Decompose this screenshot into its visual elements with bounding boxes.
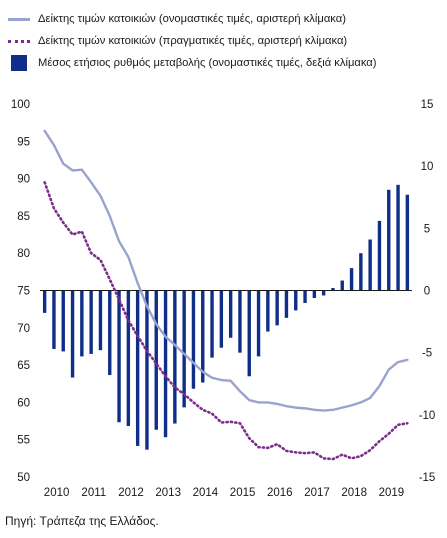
x-axis-year-label: 2015: [230, 487, 256, 499]
annual-change-bar: [108, 290, 112, 376]
annual-change-bar: [80, 290, 84, 357]
annual-change-bar: [238, 290, 242, 353]
annual-change-bar: [405, 194, 410, 291]
x-axis-year-label: 2014: [193, 487, 219, 499]
annual-change-bar: [98, 290, 103, 351]
annual-change-bar: [163, 290, 168, 438]
x-axis-year-label: 2011: [81, 487, 106, 499]
annual-change-bar: [201, 290, 205, 383]
left-axis-tick-label: 90: [17, 174, 30, 186]
left-axis-tick-label: 100: [11, 99, 30, 111]
annual-change-bar: [219, 290, 224, 348]
x-axis-year-label: 2019: [379, 487, 405, 499]
right-axis-tick-label: -10: [419, 410, 436, 422]
left-axis-tick-label: 95: [17, 136, 30, 148]
left-axis-tick-label: 75: [17, 286, 30, 298]
legend-item-nominal-index: Δείκτης τιμών κατοικιών (ονομαστικές τιμ…: [8, 8, 444, 30]
x-axis-year-label: 2012: [118, 487, 144, 499]
legend-label-nominal-index: Δείκτης τιμών κατοικιών (ονομαστικές τιμ…: [38, 13, 346, 25]
annual-change-bar: [126, 290, 131, 427]
nominal-index-line: [43, 129, 409, 412]
annual-change-bar: [275, 290, 279, 326]
legend-label-annual-change: Μέσος ετήσιος ρυθμός μεταβολής (ονομαστι…: [38, 57, 377, 69]
x-axis-year-label: 2017: [304, 487, 330, 499]
annual-change-bar: [42, 290, 47, 313]
right-axis-tick-label: 0: [424, 286, 430, 298]
real-index-dotted-line: [43, 181, 409, 461]
x-axis-year-label: 2013: [155, 487, 181, 499]
annual-change-bar: [210, 290, 214, 358]
left-axis-tick-label: 85: [17, 211, 30, 223]
left-axis-tick-label: 55: [17, 435, 30, 447]
right-axis-tick-label: 5: [424, 223, 430, 235]
annual-change-bar: [61, 290, 65, 352]
annual-change-bar: [256, 290, 261, 357]
annual-change-bar: [340, 280, 344, 291]
annual-change-bar-swatch: [8, 55, 30, 71]
annual-change-bar: [173, 290, 177, 424]
annual-change-bar: [89, 290, 93, 354]
right-axis-tick-label: -15: [419, 472, 436, 484]
annual-change-bar: [331, 288, 335, 291]
annual-change-bar: [117, 290, 121, 423]
legend-label-real-index: Δείκτης τιμών κατοικιών (πραγματικές τιμ…: [38, 35, 348, 47]
annual-change-bar: [52, 290, 56, 349]
annual-change-bar: [349, 268, 354, 291]
annual-change-bar: [387, 189, 391, 291]
left-axis-tick-label: 60: [17, 397, 30, 409]
annual-change-bar: [294, 290, 298, 311]
annual-change-bar: [312, 290, 317, 298]
annual-change-bar: [154, 290, 158, 430]
annual-change-bar: [359, 253, 363, 291]
annual-change-bar: [182, 290, 186, 408]
x-axis-year-label: 2018: [341, 487, 367, 499]
annual-change-bar: [191, 290, 196, 389]
left-axis-tick-label: 50: [17, 472, 30, 484]
annual-change-bar: [284, 290, 289, 318]
source-note: Πηγή: Τράπεζα της Ελλάδος.: [5, 514, 159, 528]
left-axis-tick-label: 70: [17, 323, 30, 335]
right-axis-tick-label: -5: [422, 348, 432, 360]
annual-change-bar: [368, 239, 372, 291]
x-axis-year-label: 2010: [44, 487, 70, 499]
annual-change-bar: [247, 290, 251, 377]
x-axis-year-label: 2016: [267, 487, 293, 499]
annual-change-bar: [303, 290, 307, 303]
legend-item-real-index: Δείκτης τιμών κατοικιών (πραγματικές τιμ…: [8, 30, 444, 52]
annual-change-bar: [377, 220, 382, 291]
legend-item-annual-change: Μέσος ετήσιος ρυθμός μεταβολής (ονομαστι…: [8, 52, 444, 74]
left-axis-tick-label: 80: [17, 248, 30, 260]
annual-change-bar: [135, 290, 140, 446]
annual-change-bar: [228, 290, 233, 338]
chart-legend: Δείκτης τιμών κατοικιών (ονομαστικές τιμ…: [8, 8, 444, 74]
annual-change-bar: [321, 290, 326, 296]
annual-change-bar: [145, 290, 149, 450]
left-axis-tick-label: 65: [17, 360, 30, 372]
right-axis-tick-label: 15: [421, 99, 434, 111]
annual-change-bar: [396, 184, 400, 291]
annual-change-bar: [70, 290, 75, 378]
real-index-dotted-swatch: [8, 34, 30, 48]
annual-change-bar: [266, 290, 270, 332]
right-axis-tick-label: 10: [421, 161, 434, 173]
nominal-index-line-swatch: [8, 12, 30, 26]
